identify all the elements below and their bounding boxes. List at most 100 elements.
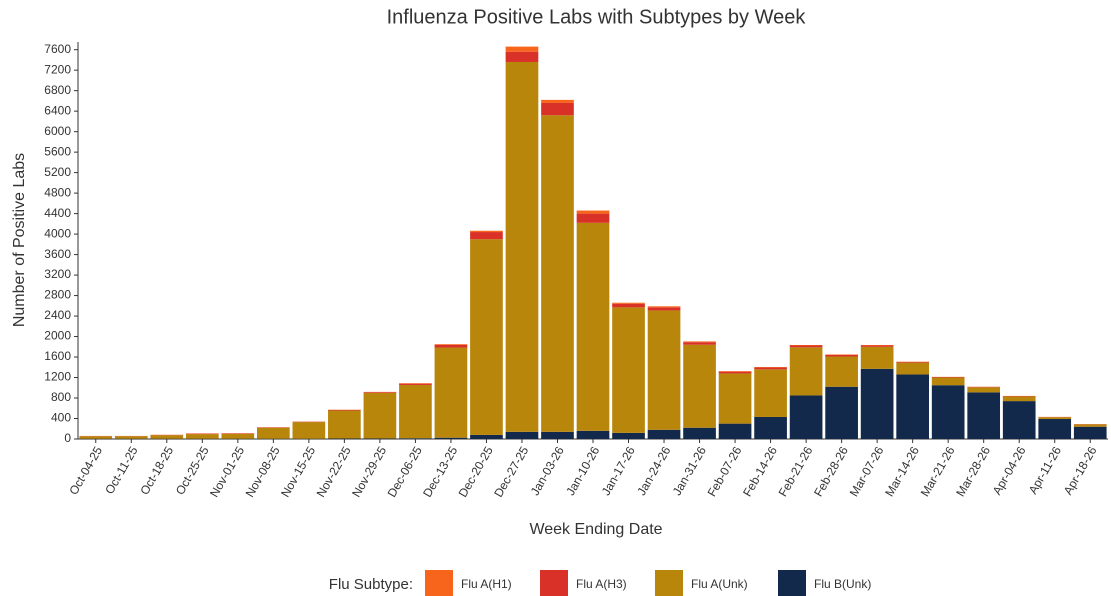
- chart-title: Influenza Positive Labs with Subtypes by…: [387, 6, 807, 28]
- y-tick-label: 6400: [44, 103, 71, 117]
- legend-swatch: [540, 570, 568, 596]
- y-tick-label: 400: [51, 411, 71, 425]
- x-tick-label: Mar-21-26: [918, 444, 958, 499]
- y-tick-label: 5600: [44, 144, 71, 158]
- x-tick-label: Jan-24-26: [634, 444, 673, 498]
- bar-segment: [221, 433, 255, 439]
- legend-swatch: [425, 570, 453, 596]
- bar-segment: [718, 373, 752, 424]
- bar-segment: [860, 345, 894, 347]
- bar-segment: [576, 210, 610, 214]
- bar-segment: [328, 409, 361, 411]
- bar-segment: [789, 345, 823, 346]
- x-tick-label: Nov-08-25: [243, 444, 283, 500]
- bar-segment: [825, 386, 858, 439]
- bar-segment: [185, 433, 219, 435]
- x-tick-label: Apr-11-26: [1026, 444, 1065, 497]
- legend-label: Flu A(H3): [576, 577, 627, 591]
- bar-segment: [647, 306, 681, 308]
- bar-segment: [576, 213, 610, 223]
- bar-segment: [114, 436, 148, 439]
- x-tick-label: Nov-22-25: [314, 444, 354, 500]
- bar-segment: [541, 431, 574, 439]
- bar-segment: [399, 438, 432, 439]
- x-tick-label: Dec-27-25: [491, 444, 531, 500]
- y-tick-label: 3200: [44, 267, 71, 281]
- bar-segment: [505, 51, 539, 62]
- legend-title: Flu Subtype:: [329, 576, 413, 593]
- bar-segment: [470, 230, 503, 233]
- legend-swatch: [655, 570, 683, 596]
- x-tick-label: Mar-14-26: [882, 444, 922, 499]
- x-tick-label: Jan-10-26: [563, 444, 602, 498]
- bar-segment: [825, 356, 858, 387]
- bar-segment: [683, 341, 716, 343]
- bar-segment: [470, 434, 503, 439]
- bar-segment: [718, 371, 752, 372]
- bar-segment: [789, 347, 823, 396]
- x-tick-label: Dec-06-25: [385, 444, 425, 500]
- bar-segment: [967, 387, 1001, 393]
- bar-segment: [328, 410, 361, 439]
- bar-segment: [896, 374, 929, 439]
- x-tick-label: Apr-04-26: [990, 444, 1029, 497]
- bar-segment: [541, 102, 574, 116]
- bar-segment: [718, 423, 752, 439]
- y-tick-label: 7200: [44, 62, 71, 76]
- bar-segment: [434, 437, 468, 439]
- y-tick-label: 1200: [44, 370, 71, 384]
- bar-segment: [292, 422, 326, 439]
- x-tick-label: Jan-31-26: [670, 444, 709, 498]
- x-tick-label: Oct-25-25: [173, 444, 212, 497]
- x-tick-label: Nov-29-25: [349, 444, 389, 500]
- bar-segment: [79, 436, 113, 439]
- y-tick-label: 5200: [44, 165, 71, 179]
- y-tick-label: 2000: [44, 329, 71, 343]
- bar-segment: [647, 429, 681, 439]
- bar-segment: [931, 385, 965, 439]
- legend-label: Flu B(Unk): [814, 577, 871, 591]
- bar-segment: [1002, 396, 1036, 402]
- x-tick-label: Feb-21-26: [776, 444, 816, 499]
- bar-segment: [328, 438, 361, 439]
- bar-segment: [399, 384, 432, 439]
- bar-segment: [470, 239, 503, 435]
- x-tick-label: Mar-28-26: [953, 444, 993, 499]
- x-tick-label: Jan-17-26: [599, 444, 638, 498]
- bar-segment: [860, 346, 894, 369]
- bar-segment: [541, 115, 574, 432]
- y-tick-label: 4400: [44, 206, 71, 220]
- bar-segment: [505, 61, 539, 432]
- x-tick-label: Mar-07-26: [847, 444, 887, 499]
- bar-segment: [860, 345, 894, 346]
- bar-segment: [754, 416, 787, 439]
- bar-segment: [150, 435, 184, 439]
- bar-segment: [470, 232, 503, 240]
- x-tick-label: Oct-18-25: [137, 444, 176, 497]
- x-tick-label: Oct-11-25: [102, 444, 141, 497]
- legend-swatch: [778, 570, 806, 596]
- bar-segment: [612, 302, 645, 304]
- y-tick-label: 7600: [44, 42, 71, 56]
- bar-segment: [505, 431, 539, 439]
- bar-segment: [1038, 419, 1072, 439]
- bar-segment: [434, 344, 468, 346]
- bar-segment: [754, 367, 787, 368]
- bar-segment: [399, 383, 432, 385]
- y-tick-label: 4800: [44, 185, 71, 199]
- bar-segment: [754, 369, 787, 417]
- bar-segment: [931, 377, 965, 386]
- x-tick-label: Dec-20-25: [456, 444, 496, 500]
- bar-segment: [789, 395, 823, 439]
- x-tick-label: Nov-15-25: [278, 444, 318, 500]
- bar-segment: [399, 383, 432, 384]
- bar-segment: [1073, 424, 1107, 427]
- x-tick-label: Feb-28-26: [811, 444, 851, 499]
- bar-segment: [683, 427, 716, 439]
- y-tick-label: 6000: [44, 124, 71, 138]
- bar-segment: [1038, 417, 1072, 420]
- y-tick-label: 800: [51, 390, 71, 404]
- bar-segment: [576, 222, 610, 431]
- y-axis-title: Number of Positive Labs: [11, 153, 28, 327]
